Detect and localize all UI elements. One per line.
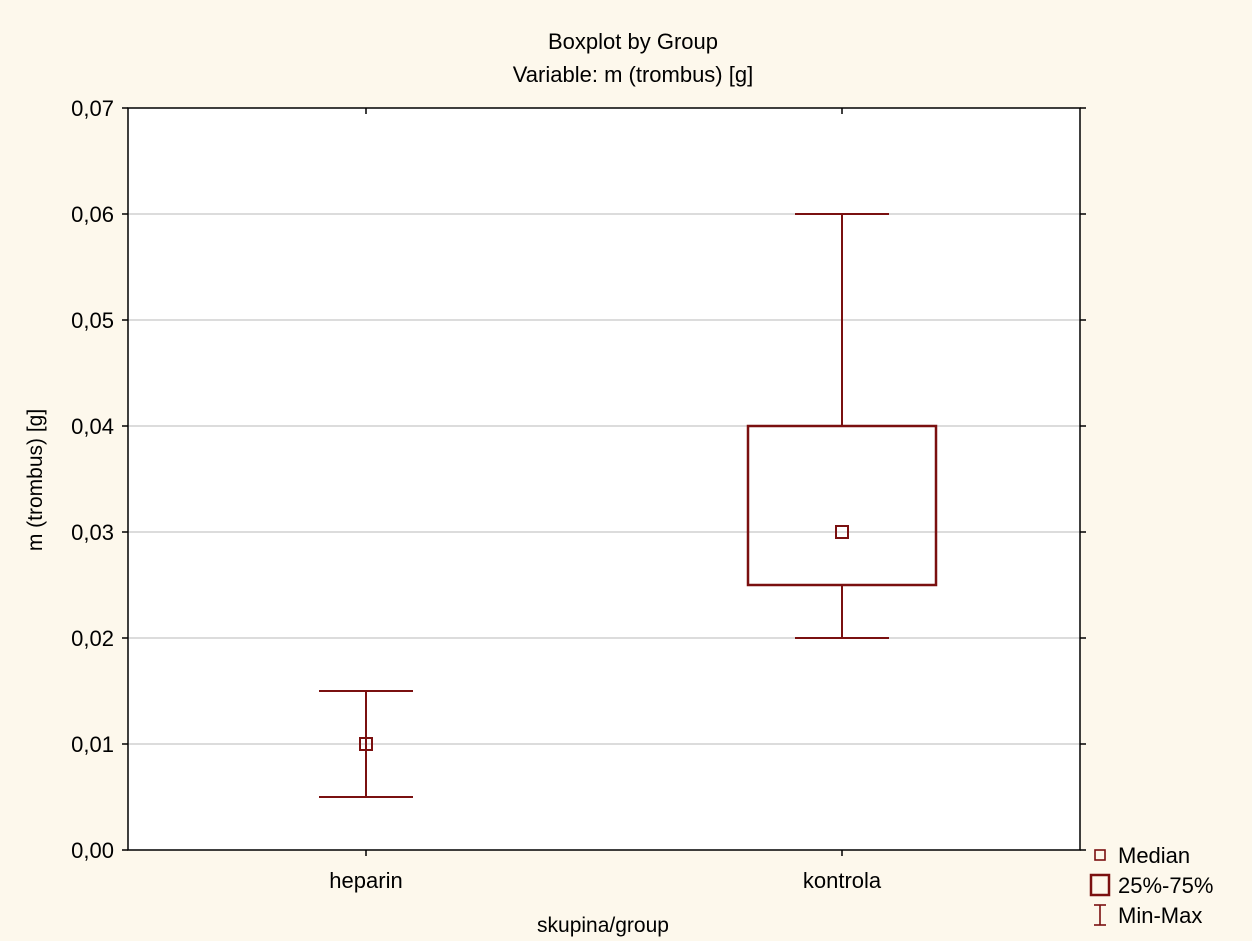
legend-label: Min-Max (1118, 903, 1202, 928)
box-group-heparin (319, 690, 413, 798)
x-tick-label: heparin (329, 868, 402, 893)
y-tick-label: 0,00 (71, 838, 114, 863)
y-tick-label: 0,04 (71, 414, 114, 439)
plot-area (128, 108, 1080, 850)
legend: Median 25%-75% Min-Max (1089, 843, 1213, 928)
plot-frame (127, 107, 1081, 851)
box-group-kontrola (746, 213, 938, 639)
median-marker (359, 737, 373, 751)
y-axis-label: m (trombus) [g] (24, 409, 47, 551)
y-tick-label: 0,02 (71, 626, 114, 651)
iqr-box (746, 424, 938, 587)
legend-item-box: 25%-75% (1089, 873, 1213, 898)
x-tick-label: kontrola (803, 868, 882, 893)
legend-label: Median (1118, 843, 1190, 868)
median-marker (835, 525, 849, 539)
chart-title: Boxplot by Group (548, 29, 718, 54)
y-tick-label: 0,03 (71, 520, 114, 545)
y-tick-label: 0,01 (71, 732, 114, 757)
y-tick-label: 0,07 (71, 96, 114, 121)
legend-label: 25%-75% (1118, 873, 1213, 898)
y-tick-label: 0,05 (71, 308, 114, 333)
x-axis-label: skupina/group (537, 914, 669, 937)
x-axis-ticks: heparin kontrola (329, 108, 882, 893)
chart-subtitle: Variable: m (trombus) [g] (513, 62, 753, 87)
legend-item-median: Median (1094, 843, 1190, 868)
legend-box-icon (1089, 873, 1111, 897)
legend-median-icon (1094, 849, 1106, 861)
box-series (319, 213, 938, 798)
legend-item-whisker: Min-Max (1094, 903, 1202, 928)
y-tick-label: 0,06 (71, 202, 114, 227)
y-axis-ticks: 0,00 0,01 0,02 0,03 0,04 0,05 0,06 0,07 (71, 96, 1086, 863)
